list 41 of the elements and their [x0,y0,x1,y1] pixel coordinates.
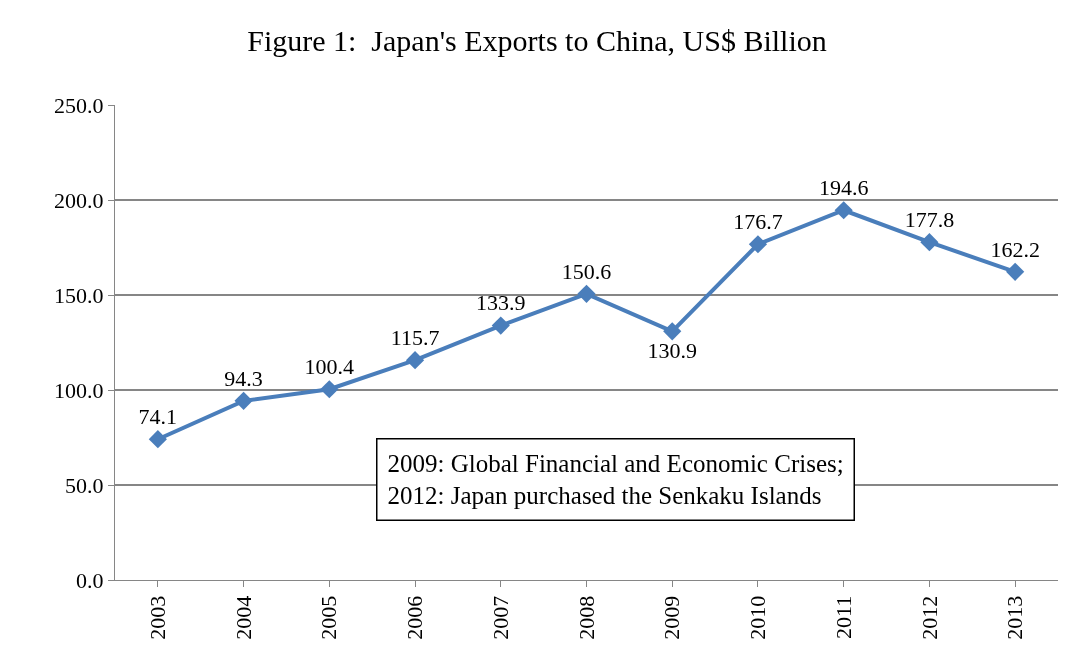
point [148,430,167,449]
x-tick-label: 2013 [1002,595,1028,640]
point [320,380,339,399]
y-tick-label: 200.0 [54,187,104,213]
data-label: 130.9 [647,337,697,363]
data-label: 194.6 [818,175,869,201]
y-tick-label: 150.0 [54,282,104,308]
data-label: 115.7 [390,324,440,350]
data-label: 176.7 [733,209,783,235]
x-tick-label: 2008 [573,595,599,640]
x-tick-label: 2003 [145,595,171,640]
x-tick-label: 2010 [745,595,771,640]
data-label: 133.9 [476,290,526,316]
x-tick-label: 2005 [316,595,342,640]
x-tick-label: 2011 [830,595,856,639]
x-tick-label: 2004 [230,595,256,640]
data-label: 94.3 [224,365,263,391]
y-tick-label: 0.0 [76,567,104,593]
data-label: 150.6 [561,258,612,284]
x-tick-label: 2006 [402,595,428,640]
y-tick-label: 250.0 [54,92,104,118]
point [663,322,682,341]
point [748,235,768,254]
point [920,233,939,252]
y-tick-label: 100.0 [54,377,104,403]
point [834,201,853,220]
point [405,351,425,370]
annotation: 2009: Global Financial and Economic Crises; 2012: Japan purchased the Senkaku Islands [387,449,844,509]
x-tick-label: 2009 [659,595,685,640]
y-tick-label: 50.0 [65,472,104,498]
point [577,284,596,303]
data-label: 162.2 [990,236,1040,262]
x-tick-label: 2007 [487,595,513,640]
data-label: 100.4 [304,353,355,379]
point [1006,262,1025,281]
chart-title: Figure 1: Japan's Exports to China, US$ Billion [247,23,827,57]
data-label: 74.1 [138,403,178,429]
point [491,316,510,335]
data-label: 177.8 [904,206,955,232]
x-tick-label: 2012 [916,595,942,640]
point [234,391,253,410]
